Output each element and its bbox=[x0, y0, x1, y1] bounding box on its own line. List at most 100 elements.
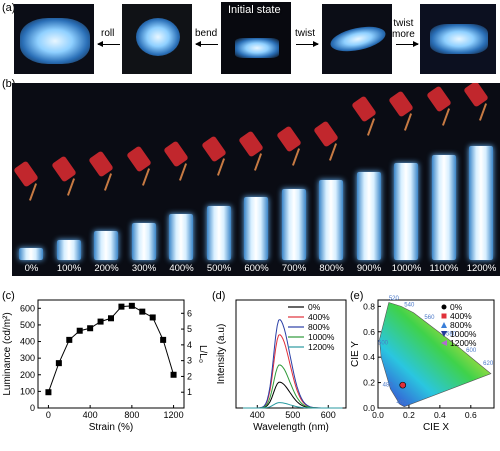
y-tick-label: 0.2 bbox=[363, 378, 375, 388]
y2-tick-label: 2 bbox=[187, 371, 192, 381]
strain-photo: 300% bbox=[124, 83, 165, 276]
strain-photo: 1100% bbox=[424, 83, 465, 276]
y-tick-label: 300 bbox=[20, 353, 35, 363]
legend-label: 0% bbox=[450, 302, 463, 312]
strain-label: 0% bbox=[24, 263, 39, 274]
legend-label: 1200% bbox=[308, 342, 335, 352]
strain-label: 100% bbox=[56, 263, 82, 274]
legend-marker bbox=[441, 304, 447, 310]
photo-initial bbox=[221, 2, 291, 74]
copper-wire bbox=[328, 143, 338, 161]
strain-photo: 1200% bbox=[462, 83, 500, 276]
y-tick-label: 100 bbox=[20, 386, 35, 396]
legend-label: 800% bbox=[308, 322, 330, 332]
strain-label: 1200% bbox=[466, 263, 497, 274]
x-tick-label: 800 bbox=[124, 410, 139, 420]
data-point bbox=[170, 371, 177, 378]
panel-c-label: (c) bbox=[2, 290, 15, 302]
copper-wire bbox=[28, 183, 38, 201]
strain-photo: 800% bbox=[312, 83, 352, 276]
legend-label: 1000% bbox=[308, 332, 335, 342]
plot-frame bbox=[377, 299, 495, 409]
strain-label: 800% bbox=[319, 263, 344, 274]
locus-wavelength-label: 560 bbox=[424, 315, 435, 321]
cie-gamut bbox=[379, 302, 492, 408]
legend-marker bbox=[441, 322, 447, 328]
arrow-roll bbox=[97, 41, 120, 47]
strain-label: 300% bbox=[131, 263, 157, 274]
y-tick-label: 0.4 bbox=[363, 352, 375, 362]
panel-d-label: (d) bbox=[212, 290, 226, 302]
x-axis-label: Wavelength (nm) bbox=[253, 422, 329, 433]
legend-label: 1000% bbox=[450, 329, 477, 339]
glowing-fiber bbox=[319, 180, 343, 260]
y2-tick-label: 3 bbox=[187, 356, 192, 366]
strain-label: 600% bbox=[244, 263, 269, 274]
copper-wire bbox=[291, 148, 300, 166]
glowing-fiber bbox=[281, 188, 306, 260]
x-axis-label: CIE X bbox=[423, 422, 449, 433]
strain-label: 1000% bbox=[391, 263, 422, 274]
y2-tick-label: 6 bbox=[187, 308, 192, 318]
glowing-fiber bbox=[431, 154, 456, 260]
legend-label: 400% bbox=[450, 311, 472, 321]
strain-label: 200% bbox=[94, 263, 119, 274]
spectrum-line bbox=[243, 364, 343, 409]
y-tick-label: 0.6 bbox=[363, 327, 375, 337]
data-point bbox=[149, 314, 156, 321]
x-tick-label: 0.0 bbox=[372, 410, 384, 420]
glowing-fiber bbox=[394, 163, 418, 260]
strain-photo: 400% bbox=[162, 83, 202, 276]
data-point bbox=[55, 360, 62, 367]
locus-wavelength-label: 500 bbox=[378, 340, 389, 346]
data-point bbox=[66, 336, 73, 343]
x-tick-label: 0.6 bbox=[465, 410, 477, 420]
y2-tick-label: 1 bbox=[187, 387, 192, 397]
y-tick-label: 200 bbox=[20, 370, 35, 380]
arrow-bend-label: bend bbox=[195, 28, 218, 39]
legend-marker bbox=[441, 331, 447, 337]
glowing-fiber bbox=[94, 231, 118, 260]
copper-wire bbox=[441, 108, 450, 126]
x-tick-label: 600 bbox=[321, 410, 336, 420]
copper-wire bbox=[66, 178, 75, 196]
glowing-fiber bbox=[206, 205, 231, 260]
x-tick-label: 0.4 bbox=[434, 410, 446, 420]
data-point bbox=[87, 325, 94, 332]
x-tick-label: 400 bbox=[83, 410, 98, 420]
copper-wire bbox=[478, 103, 488, 121]
spectrum-line bbox=[243, 381, 343, 409]
legend-marker bbox=[441, 313, 447, 319]
x-tick-label: 1200 bbox=[164, 410, 184, 420]
copper-wire bbox=[403, 113, 413, 131]
y-tick-label: 0 bbox=[30, 403, 35, 413]
x-tick-label: 400 bbox=[250, 410, 265, 420]
y2-tick-label: 4 bbox=[187, 340, 192, 350]
arrow-twist-more-label: twist more bbox=[392, 18, 415, 40]
luminance-vs-strain-chart: 0 400 800 1200 0 100 200 300 400 500 600 1 2 3 4 5 6 Stra… bbox=[2, 299, 208, 433]
strain-photo: 500% bbox=[199, 83, 240, 276]
legend-label: 800% bbox=[450, 320, 472, 330]
data-point bbox=[128, 302, 135, 309]
plot-frame bbox=[37, 299, 185, 409]
strain-label: 500% bbox=[206, 263, 232, 274]
y-axis-label: CIE Y bbox=[350, 341, 361, 367]
y-tick-label: 600 bbox=[20, 303, 35, 313]
arrow-twist-more bbox=[396, 41, 419, 47]
y-tick-label: 0.8 bbox=[363, 301, 375, 311]
strain-label: 900% bbox=[356, 263, 382, 274]
strain-label: 400% bbox=[169, 263, 194, 274]
y-axis-label: Intensity (a.u) bbox=[216, 324, 227, 385]
strain-photo: 100% bbox=[49, 83, 90, 276]
glowing-fiber bbox=[131, 222, 156, 260]
x-tick-label: 0 bbox=[46, 410, 51, 420]
data-point bbox=[45, 389, 52, 396]
y2-tick-label: 5 bbox=[187, 324, 192, 334]
locus-wavelength-label: 540 bbox=[404, 302, 415, 308]
arrow-twist bbox=[296, 41, 319, 47]
strain-photo: 600% bbox=[237, 83, 277, 276]
arrow-twist-label: twist bbox=[295, 28, 315, 39]
glowing-fiber bbox=[356, 171, 381, 260]
locus-wavelength-label: 620 bbox=[483, 361, 494, 367]
cie-data-point bbox=[399, 381, 407, 389]
